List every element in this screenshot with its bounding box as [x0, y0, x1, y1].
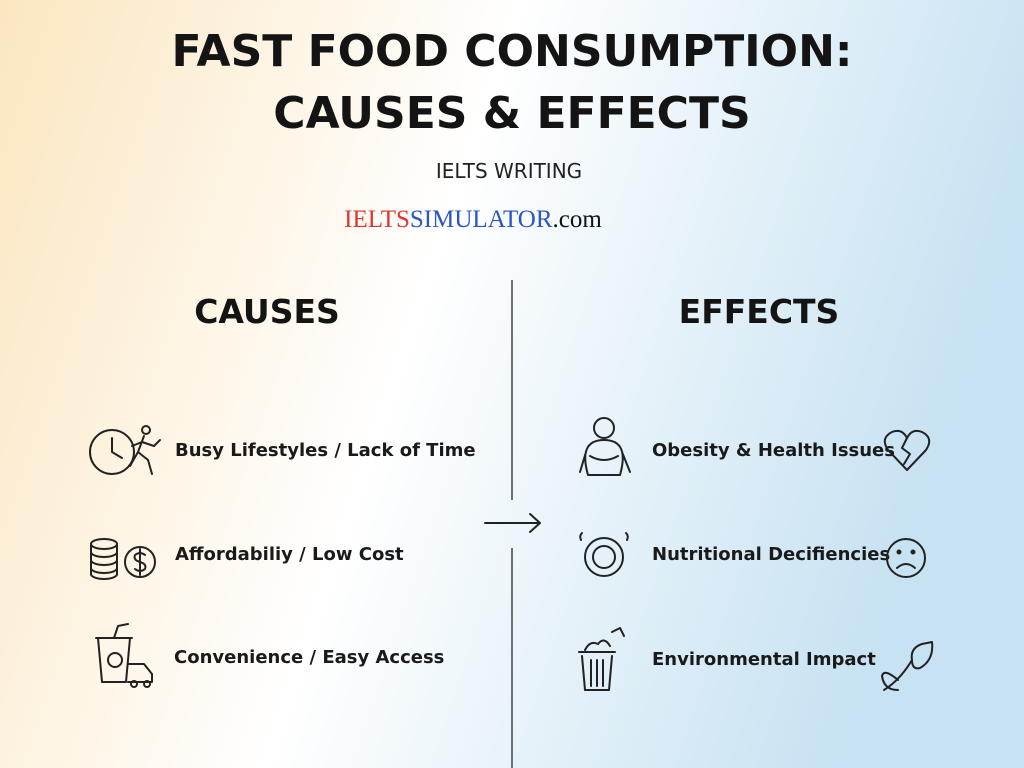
- brand-part: SIMULATOR: [410, 206, 553, 233]
- plate-icon: [579, 532, 629, 577]
- broken-heart-icon: [883, 429, 931, 471]
- brand-part: .com: [553, 206, 603, 233]
- arrow: [484, 513, 541, 533]
- cause-item: Busy Lifestyles / Lack of Time: [175, 440, 476, 461]
- sad-face-icon: [886, 538, 926, 578]
- person-icon: [579, 417, 631, 476]
- brand: IELTSSIMULATOR.com: [344, 206, 602, 233]
- effect-item: Obesity & Health Issues: [652, 440, 895, 461]
- title-line: CAUSES & EFFECTS: [273, 88, 750, 139]
- effect-item: Nutritional Decifiencies: [652, 544, 890, 565]
- coins-icon: [90, 538, 156, 580]
- cause-item: Affordabiliy / Low Cost: [175, 544, 404, 565]
- brand-part: IELTS: [344, 206, 410, 233]
- clock-runner-icon: [89, 425, 161, 475]
- subtitle: IELTS WRITING: [436, 159, 582, 183]
- leaf-icon: [881, 641, 934, 691]
- trash-icon: [578, 627, 625, 691]
- effect-item: Environmental Impact: [652, 649, 876, 670]
- title-line: FAST FOOD CONSUMPTION:: [172, 26, 853, 77]
- cup-truck-icon: [95, 623, 153, 688]
- section-heading: EFFECTS: [679, 292, 840, 331]
- cause-item: Convenience / Easy Access: [174, 647, 444, 668]
- section-heading: CAUSES: [194, 292, 340, 331]
